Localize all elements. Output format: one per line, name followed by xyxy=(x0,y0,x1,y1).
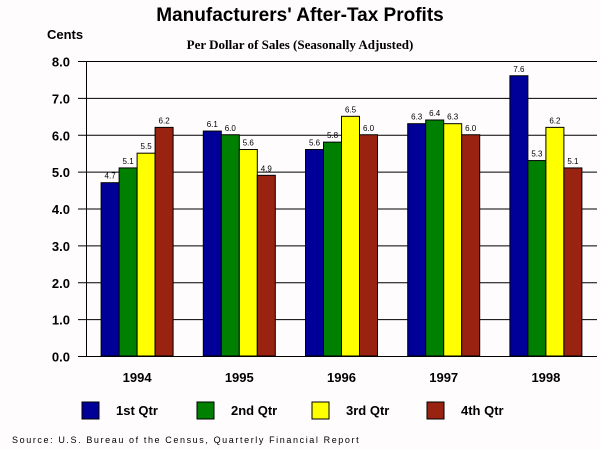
x-tick-label: 1996 xyxy=(327,370,356,385)
source-note: Source: U.S. Bureau of the Census, Quart… xyxy=(12,435,361,445)
bar-2nd-qtr-1998 xyxy=(527,160,547,357)
bar-1st-qtr-1994 xyxy=(100,182,120,357)
y-axis-label: Cents xyxy=(47,27,84,42)
data-label: 6.2 xyxy=(159,116,171,125)
bar-2nd-qtr-1996 xyxy=(323,141,342,357)
bar-3rd-qtr-1997 xyxy=(443,123,463,357)
data-label: 4.7 xyxy=(105,172,117,181)
bar-4th-qtr-1997 xyxy=(461,134,481,357)
y-tick-label: 2.0 xyxy=(52,276,70,291)
data-label: 4.9 xyxy=(261,164,273,173)
bar-4th-qtr-1998 xyxy=(563,167,583,357)
axes: 0.0 1.0 2.0 3.0 4.0 5.0 6.0 7.0 8.0 1994 1995 1996 1… xyxy=(52,55,597,385)
data-label: 6.0 xyxy=(363,124,375,133)
data-label: 5.8 xyxy=(327,131,339,140)
bar-1st-qtr-1998 xyxy=(509,75,529,357)
data-label: 6.2 xyxy=(549,116,561,125)
bar-3rd-qtr-1996 xyxy=(341,115,360,357)
chart-title: Manufacturers' After-Tax Profits xyxy=(156,5,444,26)
data-labels: 4.7 5.1 5.5 6.2 6.1 6.0 5.6 4.9 5.6 5.8 6.5 6.0 6.3 6… xyxy=(105,65,579,181)
data-label: 5.6 xyxy=(309,139,321,148)
bar-1st-qtr-1996 xyxy=(305,149,324,357)
chart-subtitle: Per Dollar of Sales (Seasonally Adjusted… xyxy=(186,37,414,52)
bar-2nd-qtr-1994 xyxy=(118,167,138,357)
bar-4th-qtr-1996 xyxy=(359,134,378,357)
x-tick-label: 1995 xyxy=(225,370,254,385)
data-label: 6.3 xyxy=(447,113,459,122)
data-label: 7.6 xyxy=(513,65,525,74)
data-label: 6.0 xyxy=(465,124,477,133)
y-tick-label: 4.0 xyxy=(52,202,70,217)
y-tick-label: 1.0 xyxy=(52,313,70,328)
data-label: 6.4 xyxy=(429,109,441,118)
legend-label: 3rd Qtr xyxy=(346,403,389,418)
x-tick-label: 1998 xyxy=(531,370,560,385)
bar-2nd-qtr-1997 xyxy=(425,119,445,357)
bar-1st-qtr-1997 xyxy=(407,123,427,357)
data-label: 6.1 xyxy=(207,120,219,129)
y-tick-label: 3.0 xyxy=(52,239,70,254)
legend-label: 2nd Qtr xyxy=(231,403,277,418)
legend: 1st Qtr 2nd Qtr 3rd Qtr 4th Qtr xyxy=(81,401,504,420)
data-label: 5.6 xyxy=(243,139,255,148)
data-label: 5.1 xyxy=(567,157,579,166)
data-label: 6.5 xyxy=(345,105,357,114)
legend-swatch xyxy=(311,401,330,420)
y-tick-label: 6.0 xyxy=(52,128,70,143)
legend-label: 4th Qtr xyxy=(461,403,504,418)
bar-4th-qtr-1994 xyxy=(154,126,174,357)
y-tick-label: 8.0 xyxy=(52,55,70,70)
bar-4th-qtr-1995 xyxy=(256,174,276,357)
x-tick-label: 1997 xyxy=(429,370,458,385)
data-label: 5.1 xyxy=(123,157,135,166)
data-label: 5.3 xyxy=(531,150,543,159)
legend-label: 1st Qtr xyxy=(116,403,158,418)
bars xyxy=(100,75,583,357)
y-tick-label: 0.0 xyxy=(52,350,70,365)
y-tick-label: 7.0 xyxy=(52,91,70,106)
bar-3rd-qtr-1995 xyxy=(238,149,258,357)
bar-3rd-qtr-1998 xyxy=(545,126,565,357)
x-tick-label: 1994 xyxy=(123,370,153,385)
data-label: 6.0 xyxy=(225,124,237,133)
data-label: 6.3 xyxy=(411,113,423,122)
y-tick-label: 5.0 xyxy=(52,165,70,180)
legend-swatch xyxy=(426,401,445,420)
bar-3rd-qtr-1994 xyxy=(136,152,156,357)
legend-swatch xyxy=(196,401,215,420)
legend-swatch xyxy=(81,401,100,420)
bar-2nd-qtr-1995 xyxy=(220,134,240,357)
bar-1st-qtr-1995 xyxy=(202,130,222,357)
data-label: 5.5 xyxy=(141,142,153,151)
